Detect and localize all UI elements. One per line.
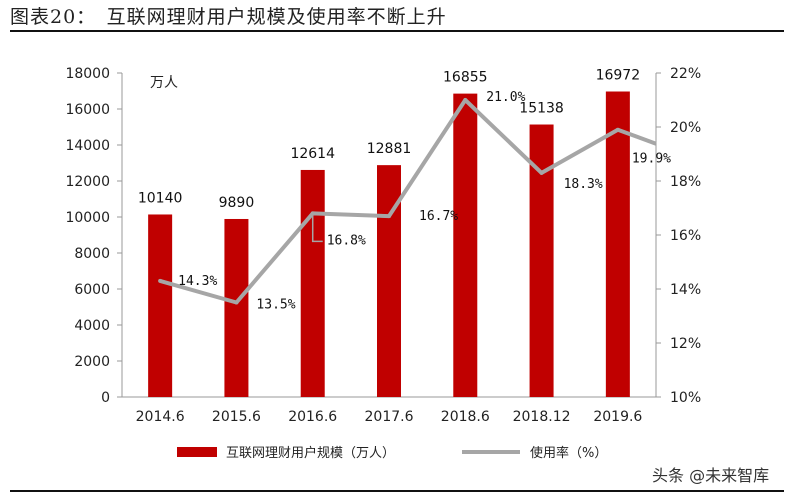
usage-rate-label: 16.8% xyxy=(327,233,366,248)
legend-label-bar: 互联网理财用户规模（万人） xyxy=(226,445,395,461)
left-tick-label: 2000 xyxy=(74,354,110,370)
usage-rate-point xyxy=(463,98,468,102)
x-tick-label: 2014.6 xyxy=(136,409,185,425)
usage-rate-point xyxy=(615,127,620,132)
bar-value-label: 12614 xyxy=(290,146,335,162)
bar-value-label: 16972 xyxy=(596,68,641,84)
usage-rate-label: 21.0% xyxy=(486,90,525,105)
bar-value-label: 16855 xyxy=(443,70,488,86)
usage-rate-label: 19.9% xyxy=(632,152,671,167)
bar-2016.6 xyxy=(300,169,325,397)
watermark: 头条 @未来智库 xyxy=(652,466,770,485)
left-tick-label: 16000 xyxy=(65,102,110,118)
right-tick-label: 16% xyxy=(670,228,701,244)
bar-value-label: 15138 xyxy=(519,101,564,117)
right-tick-label: 14% xyxy=(670,282,701,298)
left-tick-label: 6000 xyxy=(74,282,110,298)
bar-2015.6 xyxy=(224,218,249,397)
x-tick-label: 2018.6 xyxy=(441,409,490,425)
bar-2018.6 xyxy=(453,93,478,398)
left-tick-label: 18000 xyxy=(65,66,110,82)
legend-swatch-bar xyxy=(177,447,217,457)
bottom-rule xyxy=(10,490,784,492)
usage-rate-label: 14.3% xyxy=(178,274,217,289)
usage-rate-label: 18.3% xyxy=(564,177,603,192)
left-tick-label: 4000 xyxy=(74,318,110,334)
usage-rate-line-tail xyxy=(617,127,657,146)
right-tick-label: 22% xyxy=(670,66,701,82)
x-tick-label: 2019.6 xyxy=(593,409,642,425)
bar-2014.6 xyxy=(148,214,173,397)
left-tick-label: 14000 xyxy=(65,138,110,154)
x-tick-label: 2015.6 xyxy=(212,409,261,425)
usage-rate-point xyxy=(539,170,544,175)
right-tick-label: 12% xyxy=(670,336,701,352)
legend-label-line: 使用率（%） xyxy=(530,445,607,461)
right-tick-label: 20% xyxy=(670,120,701,136)
top-rule xyxy=(10,30,784,32)
x-tick-label: 2018.12 xyxy=(513,409,571,425)
right-tick-label: 18% xyxy=(670,174,701,190)
left-axis-unit-label: 万人 xyxy=(150,75,178,91)
x-tick-label: 2017.6 xyxy=(365,409,414,425)
label-leader-line xyxy=(311,213,323,243)
usage-rate-point xyxy=(234,300,239,305)
left-tick-label: 8000 xyxy=(74,246,110,262)
left-tick-label: 12000 xyxy=(65,174,110,190)
usage-rate-point xyxy=(387,214,391,219)
usage-rate-point xyxy=(158,278,163,283)
figure-title: 图表20： 互联网理财用户规模及使用率不断上升 xyxy=(10,6,447,28)
left-tick-label: 10000 xyxy=(65,210,110,226)
right-tick-label: 10% xyxy=(670,390,701,406)
left-tick-label: 0 xyxy=(101,390,110,406)
bar-2019.6 xyxy=(605,91,630,397)
x-tick-label: 2016.6 xyxy=(288,409,337,425)
bar-value-label: 9890 xyxy=(219,195,255,211)
usage-rate-label: 13.5% xyxy=(256,298,295,313)
usage-rate-label: 16.7% xyxy=(419,209,458,224)
bar-value-label: 10140 xyxy=(138,190,183,206)
bar-value-label: 12881 xyxy=(367,141,412,157)
